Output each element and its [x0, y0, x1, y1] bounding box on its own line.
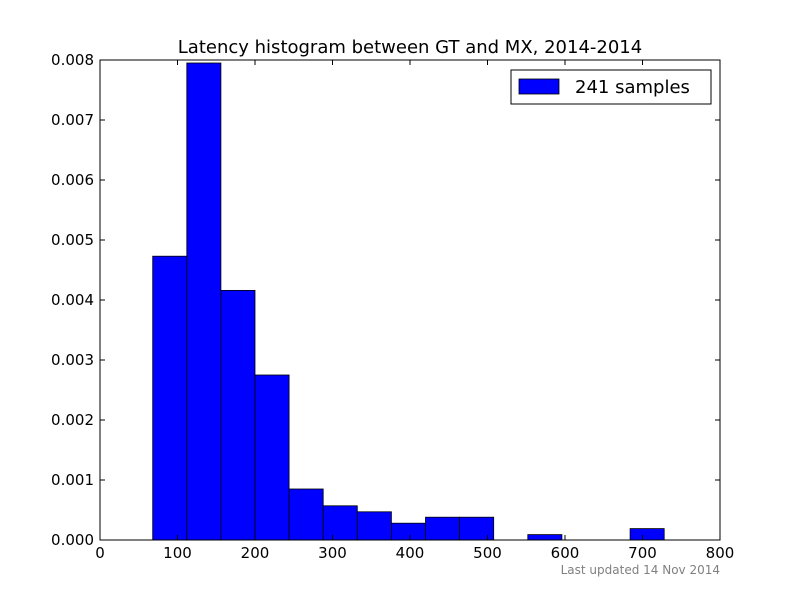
x-tick-label: 0: [95, 544, 105, 562]
legend: 241 samples: [510, 69, 712, 105]
plot-frame: [99, 59, 721, 541]
y-tick-label: 0.004: [51, 291, 94, 309]
ticks-layer: 0 100 200 300 400 500 600 700 800 0.000 0.001 0.002…: [51, 51, 734, 562]
y-tick-label: 0.005: [51, 231, 94, 249]
histogram-bar: [356, 511, 392, 541]
histogram-bar: [390, 522, 426, 541]
x-tick-label: 500: [473, 544, 502, 562]
bars-layer: [152, 62, 665, 541]
histogram-bar: [425, 516, 460, 541]
histogram-bar: [288, 488, 324, 541]
histogram-bar: [322, 505, 358, 541]
x-tick-label: 600: [551, 544, 580, 562]
y-tick-label: 0.007: [51, 111, 94, 129]
y-tick-label: 0.002: [51, 411, 94, 429]
histogram-bar: [254, 374, 290, 541]
y-tick-label: 0.003: [51, 351, 94, 369]
y-tick-label: 0.001: [51, 471, 94, 489]
y-tick-label: 0.006: [51, 171, 94, 189]
x-tick-label: 800: [706, 544, 735, 562]
legend-swatch: [518, 78, 560, 95]
histogram-bar: [220, 289, 256, 541]
y-tick-label: 0.008: [51, 51, 94, 69]
histogram-bar: [152, 255, 188, 541]
chart-title: Latency histogram between GT and MX, 201…: [178, 37, 642, 58]
legend-label: 241 samples: [575, 77, 690, 98]
histogram-bar: [629, 528, 665, 541]
histogram-bar: [527, 534, 563, 541]
x-tick-label: 200: [241, 544, 270, 562]
y-tick-label: 0.000: [51, 531, 94, 549]
x-tick-label: 400: [396, 544, 425, 562]
x-tick-label: 300: [318, 544, 347, 562]
histogram-bar: [459, 516, 495, 541]
x-tick-label: 700: [628, 544, 657, 562]
x-tick-label: 100: [163, 544, 192, 562]
last-updated-note: Last updated 14 Nov 2014: [561, 563, 720, 577]
histogram-bar: [186, 62, 222, 541]
